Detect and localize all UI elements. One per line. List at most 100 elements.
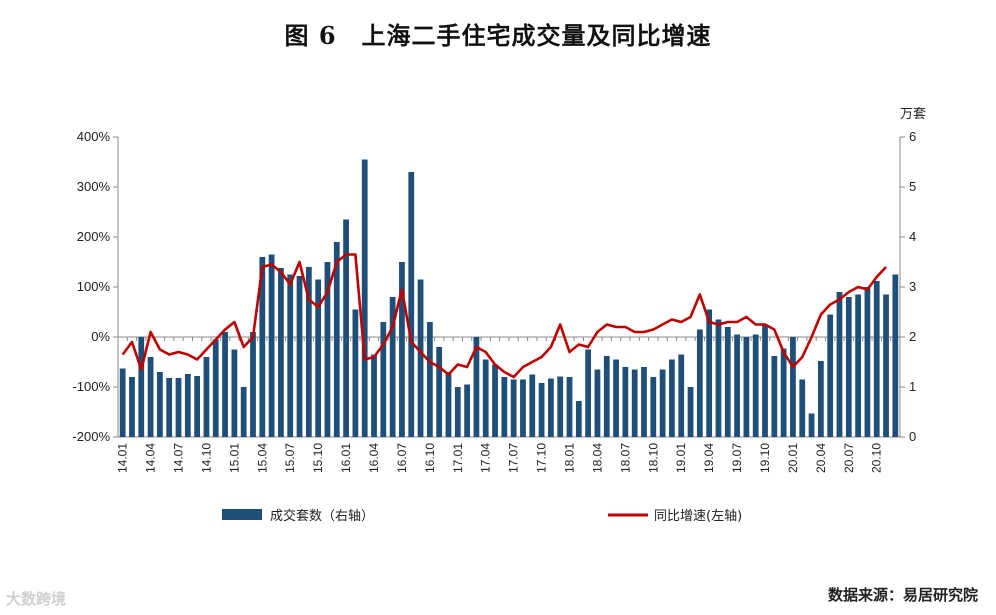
- bar: [548, 378, 554, 437]
- x-tick-label: 20.10: [870, 443, 884, 473]
- bar: [259, 257, 266, 437]
- bar: [678, 354, 685, 437]
- bar: [585, 349, 592, 437]
- x-tick-label: 18.04: [590, 443, 604, 473]
- right-axis-unit: 万套: [900, 106, 926, 122]
- bar: [575, 401, 582, 437]
- bar: [389, 297, 396, 437]
- chart-title: 图 6 上海二手住宅成交量及同比增速: [284, 21, 712, 50]
- bar: [380, 322, 387, 437]
- line-series: [121, 253, 887, 379]
- bar: [836, 292, 843, 437]
- left-tick-label: 0%: [91, 329, 110, 344]
- bar: [119, 368, 126, 437]
- left-tick-label: -200%: [72, 429, 110, 444]
- right-tick-label: 5: [909, 179, 916, 194]
- legend-bar-swatch: [222, 509, 262, 520]
- x-tick-label: 17.07: [507, 443, 521, 473]
- x-tick-label: 17.10: [535, 443, 549, 473]
- bar: [817, 361, 824, 437]
- bar: [278, 268, 284, 437]
- bar: [324, 262, 331, 437]
- bar: [399, 262, 405, 437]
- bar: [603, 356, 610, 437]
- bar: [231, 349, 238, 437]
- bar: [510, 379, 517, 437]
- bar: [184, 374, 191, 437]
- bar: [417, 279, 424, 437]
- bar: [724, 327, 731, 437]
- bar: [250, 332, 256, 437]
- bar: [473, 337, 480, 437]
- bar: [687, 387, 694, 437]
- legend-bar-label: 成交套数（右轴）: [270, 508, 374, 524]
- bar: [296, 276, 303, 437]
- x-tick-label: 17.01: [451, 443, 465, 473]
- left-tick-label: 200%: [77, 229, 111, 244]
- bar: [631, 369, 638, 437]
- bar: [622, 367, 629, 437]
- bar: [799, 379, 806, 437]
- bar: [482, 359, 489, 437]
- bar: [557, 376, 564, 437]
- left-tick-label: 400%: [77, 129, 111, 144]
- right-tick-label: 1: [909, 379, 916, 394]
- bar: [771, 356, 778, 437]
- bar: [454, 387, 461, 437]
- bar: [529, 374, 536, 437]
- bar: [240, 387, 247, 437]
- x-tick-label: 14.10: [199, 443, 213, 473]
- x-tick-label: 16.04: [367, 443, 381, 473]
- bar: [287, 274, 294, 437]
- legend-line-label: 同比增速(左轴): [654, 509, 742, 524]
- x-tick-label: 15.10: [311, 443, 325, 473]
- bar: [808, 413, 815, 437]
- bar: [436, 347, 443, 437]
- x-tick-label: 20.01: [786, 443, 800, 473]
- x-tick-label: 15.07: [283, 443, 297, 473]
- bar: [343, 219, 349, 437]
- bar: [780, 348, 787, 437]
- bar: [883, 294, 889, 437]
- bar: [361, 159, 368, 437]
- bar: [641, 367, 647, 437]
- left-tick-label: -100%: [72, 379, 110, 394]
- x-tick-label: 15.04: [255, 443, 269, 473]
- bar: [520, 379, 526, 437]
- yoy-growth-line: [121, 253, 887, 379]
- bar: [166, 378, 173, 437]
- bar: [855, 294, 861, 437]
- x-tick-label: 19.07: [730, 443, 744, 473]
- bar: [566, 377, 573, 437]
- bar: [138, 337, 145, 437]
- bar: [752, 334, 759, 437]
- bar: [212, 339, 219, 437]
- x-tick-label: 16.01: [339, 443, 353, 473]
- bar: [650, 377, 657, 437]
- bar: [129, 377, 135, 437]
- x-tick-label: 19.04: [702, 443, 716, 473]
- bar: [175, 378, 182, 437]
- bar: [371, 354, 377, 437]
- watermark: 大数跨境: [6, 590, 67, 608]
- bar: [147, 357, 154, 437]
- bar: [696, 329, 703, 437]
- left-tick-label: 100%: [77, 279, 111, 294]
- bar: [538, 383, 545, 437]
- bar: [845, 297, 852, 437]
- bar: [762, 324, 768, 437]
- x-tick-label: 18.10: [646, 443, 660, 473]
- bar: [408, 172, 415, 437]
- x-tick-label: 20.04: [814, 443, 828, 473]
- left-tick-label: 300%: [77, 179, 111, 194]
- x-tick-label: 16.07: [395, 443, 409, 473]
- bar: [827, 314, 834, 437]
- bar: [268, 254, 275, 437]
- bar: [203, 357, 210, 437]
- bar: [864, 287, 871, 437]
- x-tick-label: 19.01: [674, 443, 688, 473]
- bar: [445, 372, 452, 437]
- bar: [706, 309, 713, 437]
- bar: [715, 319, 722, 437]
